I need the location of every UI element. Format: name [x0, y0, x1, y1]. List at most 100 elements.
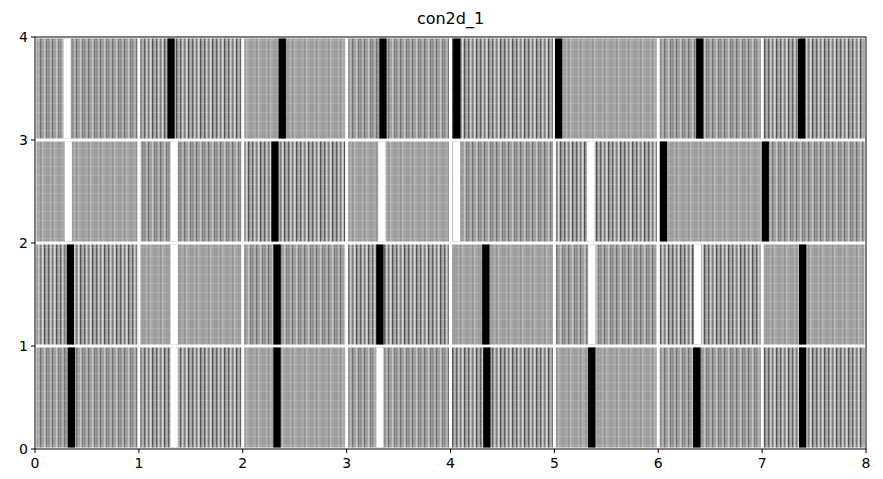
x-tick — [658, 449, 659, 453]
x-tick-label: 2 — [238, 455, 247, 471]
stripe — [693, 348, 700, 448]
panel — [660, 348, 761, 448]
panel — [37, 142, 138, 242]
x-tick — [762, 449, 763, 453]
stripe — [588, 245, 595, 345]
panel — [762, 142, 865, 242]
panel — [244, 142, 345, 242]
panel — [37, 348, 138, 448]
panel — [452, 39, 553, 139]
y-tick-label: 1 — [19, 338, 28, 354]
stripe — [453, 142, 460, 242]
panel — [244, 245, 345, 345]
stripe — [167, 39, 174, 139]
panel — [37, 245, 138, 345]
y-tick — [31, 346, 35, 347]
y-tick — [31, 140, 35, 141]
panel-image — [660, 142, 761, 242]
panel — [764, 348, 865, 448]
plot-bg — [35, 37, 866, 449]
x-tick-label: 6 — [654, 455, 663, 471]
stripe — [555, 39, 562, 139]
stripe — [798, 39, 805, 139]
panel — [37, 39, 138, 139]
panel — [140, 348, 241, 448]
stripe — [376, 348, 383, 448]
x-tick — [138, 449, 139, 453]
stripe — [799, 245, 806, 345]
panel-image — [660, 39, 761, 139]
panel-image — [556, 142, 657, 242]
panel — [660, 245, 761, 345]
panel-image — [244, 142, 345, 242]
panel — [764, 39, 865, 139]
stripe — [271, 142, 278, 242]
stripe — [273, 245, 280, 345]
stripe — [482, 245, 489, 345]
stripe — [762, 142, 769, 242]
panel — [555, 39, 657, 139]
y-tick-label: 4 — [19, 29, 28, 45]
panel — [452, 245, 553, 345]
panel-image — [660, 348, 761, 448]
panel-image — [556, 39, 657, 139]
panel — [244, 39, 345, 139]
stripe — [68, 348, 75, 448]
stripe — [379, 39, 386, 139]
stripe — [588, 348, 595, 448]
chart: 01234567801234con2d_1 — [0, 0, 883, 479]
panels — [35, 37, 866, 449]
panel-image — [37, 39, 138, 139]
title: con2d_1 — [417, 9, 484, 29]
x-tick — [554, 449, 555, 453]
y-tick-label: 3 — [19, 132, 28, 148]
y-tick — [31, 37, 35, 38]
x-tick — [866, 449, 867, 453]
panel-image — [140, 142, 241, 242]
panel-image — [244, 348, 345, 448]
stripe — [453, 39, 460, 139]
x-tick — [450, 449, 451, 453]
panel-image — [452, 348, 553, 448]
panel — [764, 245, 865, 345]
panel-image — [764, 348, 865, 448]
panel-image — [348, 142, 449, 242]
panel — [140, 39, 241, 139]
x-tick-label: 7 — [758, 455, 767, 471]
panel — [348, 348, 449, 448]
stripe — [799, 348, 806, 448]
x-tick — [346, 449, 347, 453]
panel — [452, 348, 553, 448]
stripe — [696, 39, 703, 139]
panel-image — [37, 142, 138, 242]
stripe — [660, 142, 667, 242]
panel-image — [348, 245, 449, 345]
panel-image — [348, 348, 449, 448]
y-tick — [31, 449, 35, 450]
panel — [348, 39, 449, 139]
stripe — [694, 245, 701, 345]
panel-image — [37, 245, 138, 345]
panel — [452, 142, 553, 242]
x-tick-label: 4 — [446, 455, 455, 471]
stripe — [376, 245, 383, 345]
panel-image — [452, 142, 553, 242]
panel-image — [764, 142, 865, 242]
panel-image — [452, 245, 553, 345]
panel — [140, 142, 241, 242]
panel-image — [660, 245, 761, 345]
panel — [244, 348, 345, 448]
panel — [556, 142, 657, 242]
x-tick-label: 8 — [862, 455, 871, 471]
panel-image — [556, 348, 657, 448]
y-tick-label: 2 — [19, 235, 28, 251]
stripe — [171, 348, 178, 448]
panel-image — [348, 39, 449, 139]
panel — [556, 245, 657, 345]
panel — [556, 348, 657, 448]
panel-image — [452, 39, 553, 139]
x-tick-label: 1 — [134, 455, 143, 471]
x-tick — [242, 449, 243, 453]
panel-image — [764, 39, 865, 139]
frame — [35, 37, 866, 449]
